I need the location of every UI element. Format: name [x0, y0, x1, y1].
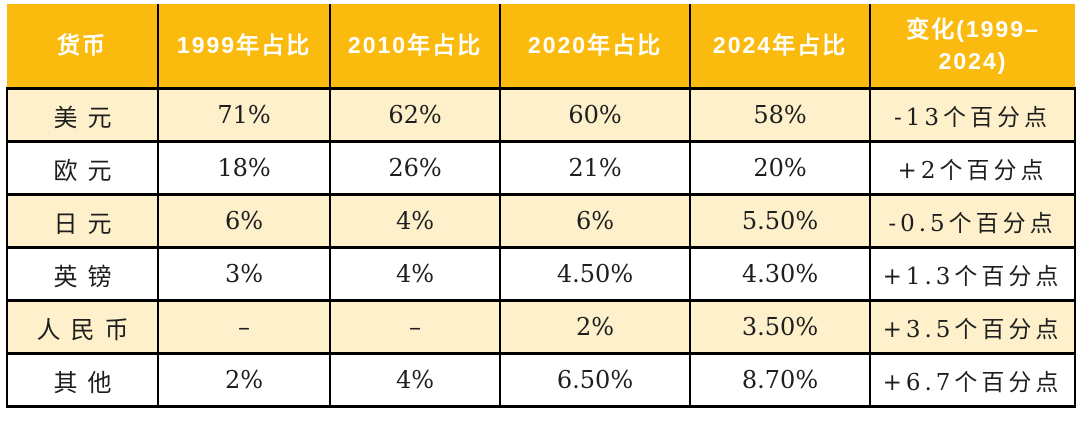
- cell-currency-name: 日元: [6, 193, 159, 249]
- table-row-gbp: 英镑 3% 4% 4.50% 4.30% +1.3个百分点: [6, 246, 1076, 302]
- cell-2020-value: 2%: [499, 299, 691, 355]
- cell-1999-value: –: [157, 299, 331, 355]
- table-row-usd: 美元 71% 62% 60% 58% -13个百分点: [6, 87, 1076, 143]
- cell-2020-value: 6%: [499, 193, 691, 249]
- cell-2024-value: 20%: [689, 140, 871, 196]
- cell-change-value: +1.3个百分点: [869, 246, 1076, 302]
- cell-2024-value: 8.70%: [689, 352, 871, 408]
- cell-2020-value: 6.50%: [499, 352, 691, 408]
- cell-2024-value: 58%: [689, 87, 871, 143]
- cell-currency-name: 英镑: [6, 246, 159, 302]
- cell-1999-value: 3%: [157, 246, 331, 302]
- header-cell-2020-share: 2020年占比: [499, 4, 691, 90]
- header-row: 货币 1999年占比 2010年占比 2020年占比 2024年占比 变化(19…: [7, 4, 1075, 90]
- header-cell-2010-share: 2010年占比: [329, 4, 501, 90]
- cell-change-value: +2个百分点: [869, 140, 1076, 196]
- cell-2010-value: 26%: [329, 140, 501, 196]
- cell-currency-name: 人民币: [6, 299, 159, 355]
- cell-currency-name: 欧元: [6, 140, 159, 196]
- cell-2020-value: 60%: [499, 87, 691, 143]
- header-cell-change: 变化(1999–2024): [869, 4, 1075, 90]
- table-row-eur: 欧元 18% 26% 21% 20% +2个百分点: [6, 140, 1076, 196]
- cell-2024-value: 5.50%: [689, 193, 871, 249]
- cell-2010-value: 4%: [329, 193, 501, 249]
- cell-1999-value: 6%: [157, 193, 331, 249]
- cell-change-value: +6.7个百分点: [869, 352, 1076, 408]
- currency-share-table: 货币 1999年占比 2010年占比 2020年占比 2024年占比 变化(19…: [6, 4, 1076, 408]
- cell-2024-value: 3.50%: [689, 299, 871, 355]
- cell-change-value: -0.5个百分点: [869, 193, 1076, 249]
- cell-2010-value: 4%: [329, 352, 501, 408]
- cell-change-value: +3.5个百分点: [869, 299, 1076, 355]
- header-cell-currency: 货币: [7, 4, 159, 90]
- cell-currency-name: 其他: [6, 352, 159, 408]
- cell-2010-value: 62%: [329, 87, 501, 143]
- cell-2010-value: 4%: [329, 246, 501, 302]
- header-cell-1999-share: 1999年占比: [157, 4, 331, 90]
- cell-1999-value: 18%: [157, 140, 331, 196]
- cell-2020-value: 4.50%: [499, 246, 691, 302]
- cell-1999-value: 2%: [157, 352, 331, 408]
- header-cell-2024-share: 2024年占比: [689, 4, 871, 90]
- table-row-other: 其他 2% 4% 6.50% 8.70% +6.7个百分点: [6, 352, 1076, 408]
- cell-2020-value: 21%: [499, 140, 691, 196]
- cell-2010-value: –: [329, 299, 501, 355]
- table-row-jpy: 日元 6% 4% 6% 5.50% -0.5个百分点: [6, 193, 1076, 249]
- cell-1999-value: 71%: [157, 87, 331, 143]
- cell-change-value: -13个百分点: [869, 87, 1076, 143]
- cell-currency-name: 美元: [6, 87, 159, 143]
- table-row-cny: 人民币 – – 2% 3.50% +3.5个百分点: [6, 299, 1076, 355]
- cell-2024-value: 4.30%: [689, 246, 871, 302]
